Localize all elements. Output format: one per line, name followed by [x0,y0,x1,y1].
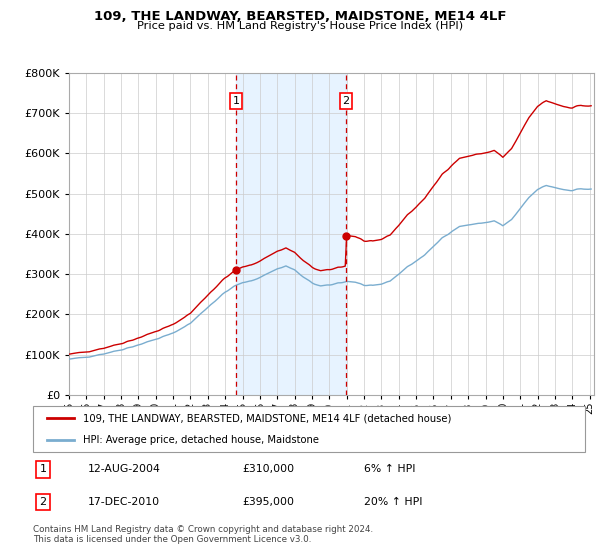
Text: 6% ↑ HPI: 6% ↑ HPI [364,464,416,474]
Text: 12-AUG-2004: 12-AUG-2004 [88,464,161,474]
FancyBboxPatch shape [33,406,585,452]
Text: £395,000: £395,000 [243,497,295,507]
Text: Contains HM Land Registry data © Crown copyright and database right 2024.
This d: Contains HM Land Registry data © Crown c… [33,525,373,544]
Text: HPI: Average price, detached house, Maidstone: HPI: Average price, detached house, Maid… [83,435,319,445]
Text: 1: 1 [40,464,46,474]
Text: 2: 2 [40,497,46,507]
Text: 109, THE LANDWAY, BEARSTED, MAIDSTONE, ME14 4LF: 109, THE LANDWAY, BEARSTED, MAIDSTONE, M… [94,10,506,23]
Text: 20% ↑ HPI: 20% ↑ HPI [364,497,422,507]
Bar [236,73,346,395]
Text: 1: 1 [232,96,239,106]
Text: £310,000: £310,000 [243,464,295,474]
Text: 2: 2 [343,96,350,106]
Text: Price paid vs. HM Land Registry's House Price Index (HPI): Price paid vs. HM Land Registry's House … [137,21,463,31]
Text: 17-DEC-2010: 17-DEC-2010 [88,497,160,507]
Text: 109, THE LANDWAY, BEARSTED, MAIDSTONE, ME14 4LF (detached house): 109, THE LANDWAY, BEARSTED, MAIDSTONE, M… [83,413,451,423]
